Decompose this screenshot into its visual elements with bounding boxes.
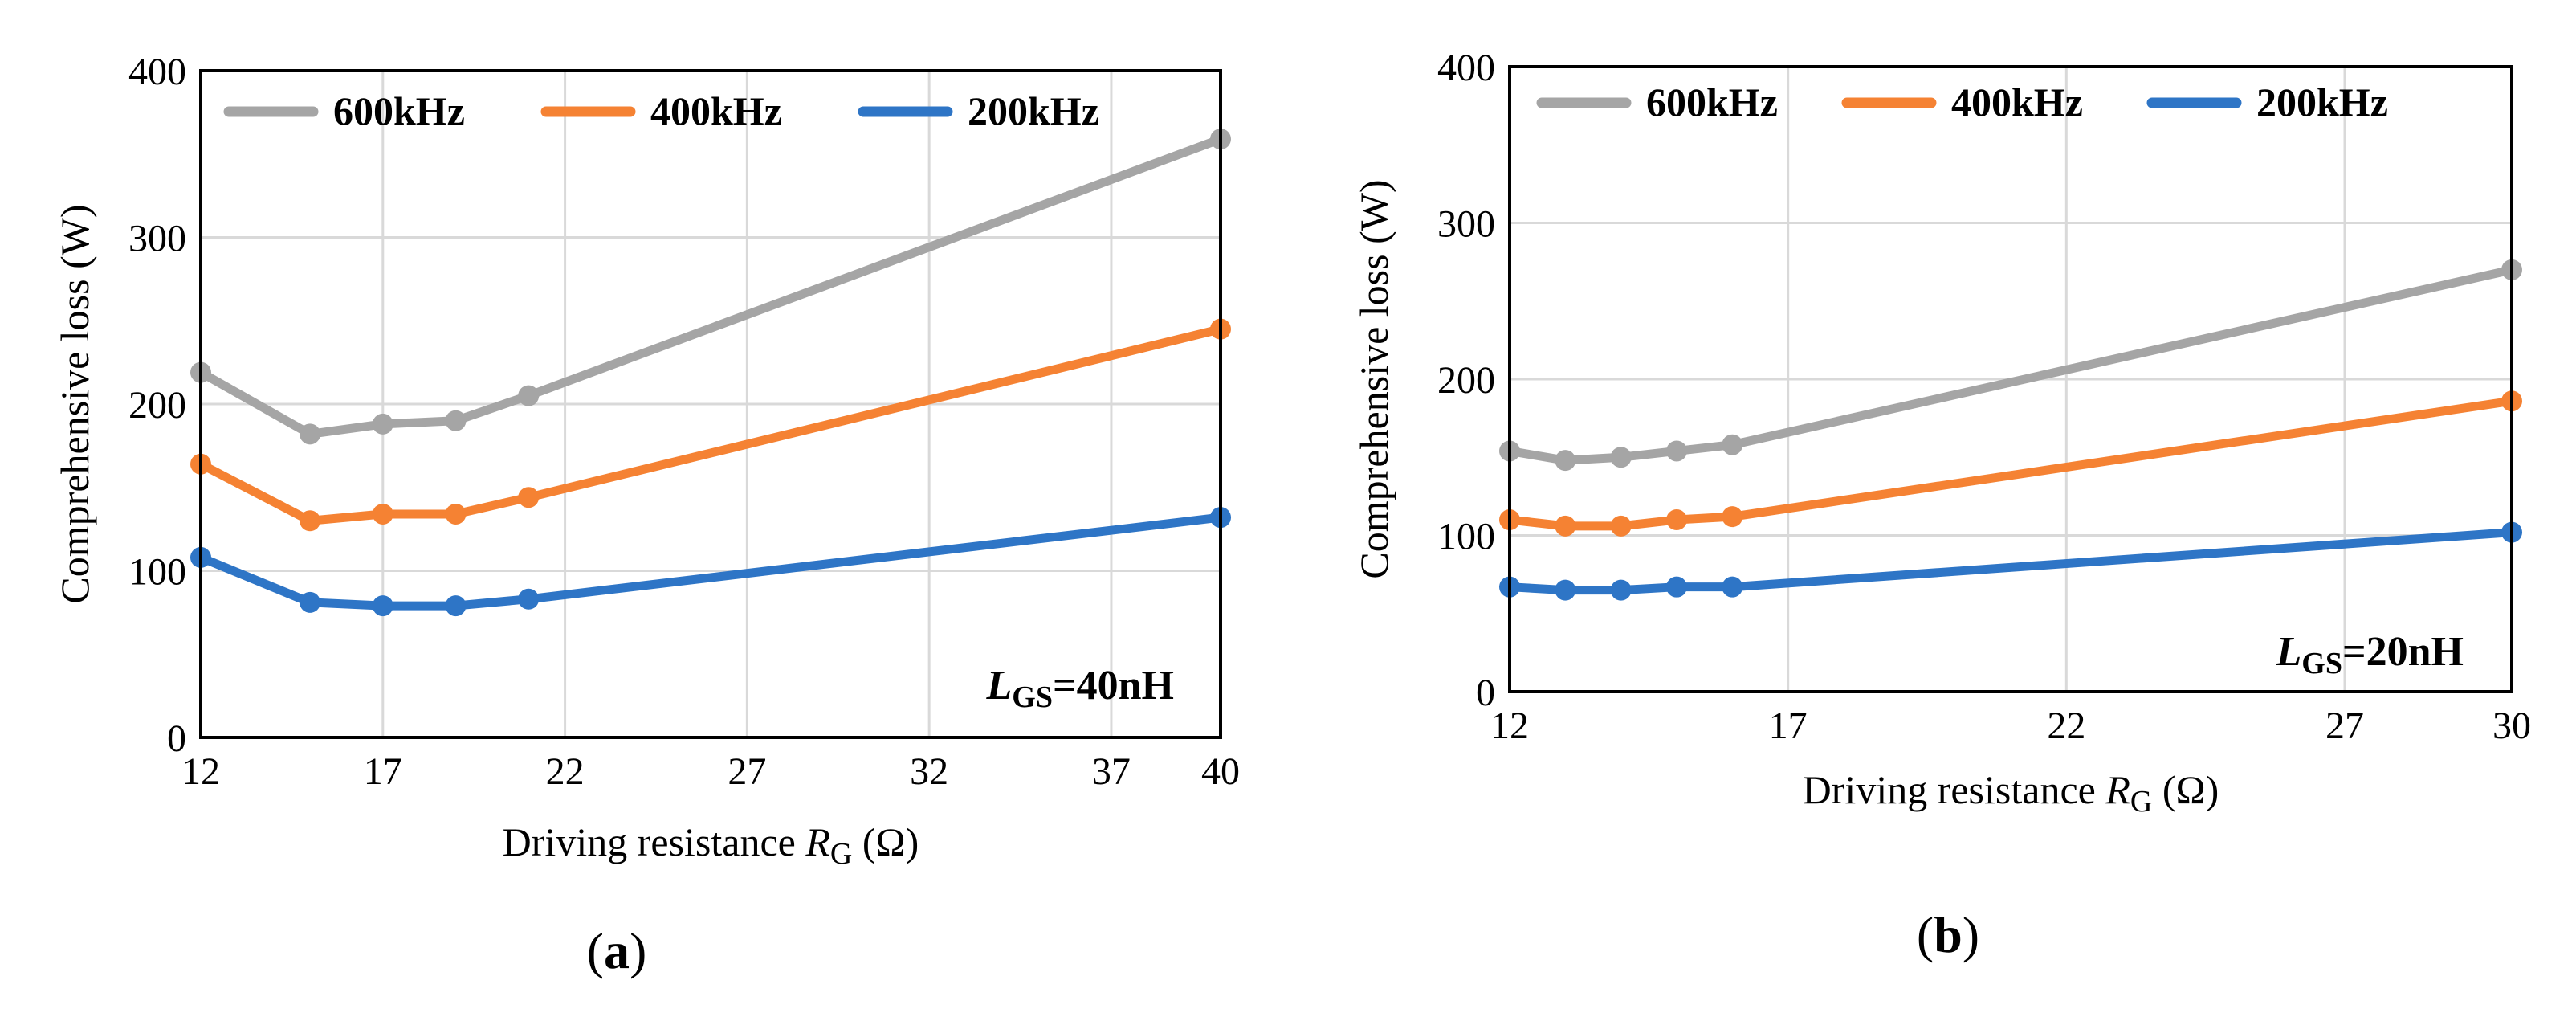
data-point-400kHz <box>372 503 393 525</box>
x-tick-label: 22 <box>2047 705 2085 747</box>
y-tick-label: 200 <box>128 384 186 427</box>
legend-label-600kHz: 600kHz <box>1646 80 1778 125</box>
data-point-200kHz <box>518 588 540 610</box>
data-point-600kHz <box>445 410 467 431</box>
panel-letter: b <box>1934 906 1963 963</box>
panel-paren: ) <box>630 922 646 979</box>
chart-panel-a: 12 17 22 27 32 37 400100200300400Comprehensive… <box>52 51 1240 979</box>
x-tick-label: 27 <box>2325 705 2364 747</box>
series-line-400kHz <box>1505 396 2517 531</box>
x-axis-label-sub: G <box>830 837 852 871</box>
annotation-lgs: LGS=40nH <box>986 663 1174 714</box>
y-tick-label: 0 <box>1476 672 1495 714</box>
data-point-600kHz <box>1666 440 1687 462</box>
annotation-value: =20nH <box>2342 629 2464 675</box>
x-tick-label: 40 <box>1201 750 1240 793</box>
panel-label: (a) <box>587 922 647 979</box>
plot-frame <box>199 69 1222 739</box>
data-point-400kHz <box>1610 515 1632 537</box>
y-axis-label: Comprehensive loss (W) <box>1351 179 1396 578</box>
data-point-600kHz <box>1610 447 1632 468</box>
annotation-lgs: LGS=20nH <box>2276 629 2464 680</box>
data-point-200kHz <box>372 595 393 617</box>
data-point-400kHz <box>445 503 467 525</box>
annotation-sub: GS <box>2301 647 2342 680</box>
x-axis-label-text: Driving resistance <box>503 819 806 864</box>
series-line-600kHz <box>1505 265 2517 465</box>
y-tick-label: 100 <box>128 551 186 594</box>
data-point-400kHz <box>1555 515 1576 537</box>
y-tick-label: 400 <box>1437 47 1495 89</box>
data-point-600kHz <box>518 385 540 406</box>
y-tick-label: 400 <box>128 51 186 93</box>
y-axis-label: Comprehensive loss (W) <box>52 204 97 603</box>
x-tick-label: 17 <box>1769 705 1808 747</box>
legend-label-600kHz: 600kHz <box>333 88 465 133</box>
annotation-var: L <box>986 663 1013 709</box>
legend-label-200kHz: 200kHz <box>2256 80 2388 125</box>
y-tick-label: 200 <box>1437 359 1495 402</box>
data-point-400kHz <box>300 510 321 532</box>
panel-label: (b) <box>1917 906 1979 963</box>
legend-label-200kHz: 200kHz <box>968 88 1099 133</box>
series-line-400kHz <box>196 325 1225 525</box>
data-point-600kHz <box>1722 434 1743 455</box>
data-point-200kHz <box>300 591 321 613</box>
panel-letter: a <box>604 922 630 979</box>
x-tick-label: 12 <box>181 750 220 793</box>
data-point-600kHz <box>300 423 321 445</box>
x-axis-label: Driving resistance RG (Ω) <box>1803 767 2219 819</box>
y-tick-label: 300 <box>1437 203 1495 246</box>
series-line-200kHz <box>1505 528 2517 595</box>
legend-label-400kHz: 400kHz <box>650 88 782 133</box>
data-point-200kHz <box>445 595 467 617</box>
data-point-400kHz <box>518 487 540 508</box>
x-axis-label-text: Driving resistance <box>1803 767 2106 812</box>
x-tick-label: 22 <box>546 750 585 793</box>
series-line-600kHz <box>196 134 1225 439</box>
legend-label-400kHz: 400kHz <box>1951 80 2083 125</box>
x-tick-label: 32 <box>910 750 948 793</box>
annotation-value: =40nH <box>1053 663 1174 709</box>
data-point-200kHz <box>1666 576 1687 598</box>
x-tick-label: 17 <box>364 750 402 793</box>
x-tick-label: 27 <box>728 750 766 793</box>
x-axis-label-unit: (Ω) <box>852 819 919 864</box>
panel-paren: ( <box>587 922 604 979</box>
data-point-200kHz <box>1722 576 1743 598</box>
x-axis-label-var: R <box>2105 767 2130 812</box>
data-point-200kHz <box>1555 579 1576 601</box>
plot-frame <box>1508 65 2513 693</box>
x-tick-label: 12 <box>1490 705 1529 747</box>
panel-paren: ( <box>1917 906 1934 963</box>
x-tick-label: 30 <box>2492 705 2531 747</box>
panel-paren: ) <box>1963 906 1979 963</box>
y-tick-label: 0 <box>167 717 186 760</box>
data-point-200kHz <box>1610 579 1632 601</box>
x-tick-label: 37 <box>1092 750 1131 793</box>
data-point-400kHz <box>1666 509 1687 531</box>
y-tick-label: 300 <box>128 218 186 260</box>
series-line-200kHz <box>196 513 1225 611</box>
data-point-600kHz <box>1555 450 1576 472</box>
x-axis-label: Driving resistance RG (Ω) <box>503 819 919 871</box>
annotation-var: L <box>2276 629 2302 675</box>
x-axis-label-var: R <box>805 819 830 864</box>
y-tick-label: 100 <box>1437 516 1495 558</box>
annotation-sub: GS <box>1012 680 1053 714</box>
x-axis-label-sub: G <box>2130 785 2152 819</box>
data-point-600kHz <box>372 413 393 435</box>
data-point-400kHz <box>1722 506 1743 528</box>
x-axis-label-unit: (Ω) <box>2152 767 2219 812</box>
